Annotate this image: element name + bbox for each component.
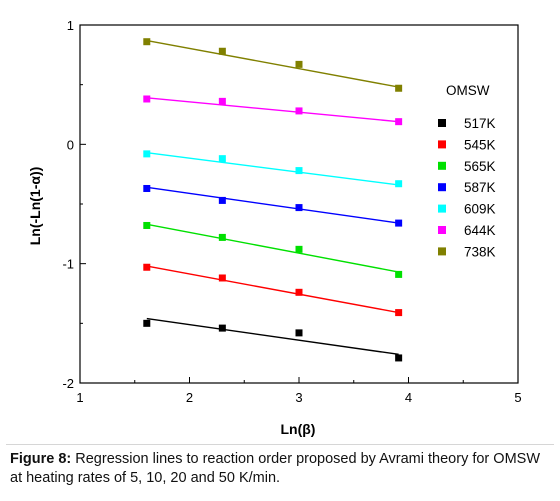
legend-marker-517K	[438, 119, 446, 127]
data-point-587K	[395, 219, 403, 227]
x-tick-label: 2	[186, 390, 193, 405]
data-point-644K	[143, 95, 151, 103]
regression-line-609K	[146, 151, 399, 186]
regression-line-545K	[146, 265, 399, 314]
y-tick-label: -1	[62, 257, 74, 272]
data-points	[143, 38, 403, 362]
data-point-565K	[295, 245, 303, 253]
legend-marker-644K	[438, 226, 446, 234]
data-point-609K	[295, 167, 303, 175]
y-tick-label: 1	[67, 18, 74, 33]
data-point-609K	[218, 155, 226, 163]
legend: OMSW 517K 545K 565K 587K 609K 644K 738K	[438, 83, 496, 259]
data-point-738K	[295, 60, 303, 68]
legend-marker-587K	[438, 183, 446, 192]
x-tick-label: 3	[295, 390, 302, 405]
data-point-609K	[143, 150, 151, 158]
data-point-644K	[295, 107, 303, 115]
regression-line-587K	[146, 186, 399, 224]
axis-ticks: 1 2 3 4 5 -2 -1 0 1	[62, 18, 521, 405]
regression-line-644K	[146, 97, 399, 123]
x-tick-label: 4	[405, 390, 412, 405]
data-point-587K	[295, 204, 303, 212]
caption-label: Figure 8:	[10, 451, 72, 467]
data-point-517K	[395, 354, 403, 362]
data-point-545K	[395, 309, 403, 317]
legend-marker-609K	[438, 204, 446, 213]
data-point-587K	[143, 184, 151, 192]
legend-label-609K: 609K	[464, 202, 496, 217]
legend-title: OMSW	[446, 83, 490, 98]
legend-label-587K: 587K	[464, 180, 496, 195]
legend-label-545K: 545K	[464, 137, 496, 152]
legend-label-644K: 644K	[464, 223, 496, 238]
legend-label-517K: 517K	[464, 116, 496, 131]
regression-line-738K	[146, 39, 399, 88]
data-point-517K	[143, 319, 151, 327]
y-tick-label: -2	[62, 376, 74, 391]
data-point-545K	[218, 274, 226, 282]
data-point-545K	[143, 263, 151, 271]
y-tick-label: 0	[67, 137, 74, 152]
x-tick-label: 5	[514, 390, 521, 405]
chart: 1 2 3 4 5 -2 -1 0 1 OMSW 517K 545K 565K 587K 609K 644K…	[27, 18, 522, 437]
legend-marker-565K	[438, 161, 446, 170]
data-point-517K	[295, 329, 303, 337]
data-point-738K	[218, 47, 226, 55]
legend-marker-738K	[438, 247, 446, 256]
data-point-738K	[395, 84, 403, 92]
data-point-517K	[218, 324, 226, 332]
legend-label-738K: 738K	[464, 244, 496, 259]
data-point-644K	[395, 118, 403, 126]
data-point-738K	[143, 38, 151, 46]
data-point-545K	[295, 288, 303, 296]
regression-line-517K	[146, 317, 399, 356]
data-point-644K	[218, 97, 226, 105]
legend-marker-545K	[438, 140, 446, 149]
figure-caption: Figure 8: Regression lines to reaction o…	[6, 444, 554, 494]
data-point-587K	[218, 196, 226, 204]
x-tick-label: 1	[76, 390, 83, 405]
x-axis-label: Ln(β)	[281, 421, 316, 437]
legend-label-565K: 565K	[464, 159, 496, 174]
data-point-609K	[395, 180, 403, 188]
regression-lines	[146, 39, 399, 356]
data-point-565K	[395, 270, 403, 278]
data-point-565K	[218, 233, 226, 241]
y-axis-label: Ln(-Ln(1-α))	[27, 167, 43, 246]
regression-line-565K	[146, 223, 399, 273]
plot-area-border	[79, 24, 519, 384]
plot-frame	[79, 24, 519, 384]
data-point-565K	[143, 221, 151, 229]
caption-text: Regression lines to reaction order propo…	[10, 451, 541, 486]
